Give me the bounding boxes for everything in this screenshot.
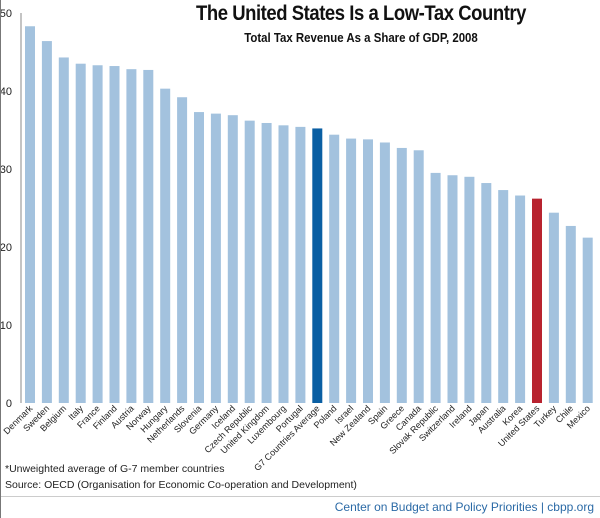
bar-chart: 01020304050DenmarkSwedenBelgiumItalyFran…	[1, 8, 593, 470]
bar-ireland	[464, 176, 475, 403]
bar-spain	[379, 142, 390, 404]
source-note: Source: OECD (Organisation for Economic …	[5, 479, 357, 491]
bar-denmark	[25, 26, 35, 403]
bar-united-states	[532, 198, 542, 403]
bar-korea	[515, 195, 526, 403]
bar-australia	[498, 190, 509, 403]
y-tick-label: 40	[1, 86, 12, 98]
bar-greece	[396, 147, 407, 403]
y-tick-label: 50	[1, 8, 12, 20]
bar-japan	[481, 183, 492, 403]
bar-france	[92, 65, 103, 403]
bar-chile	[565, 225, 576, 403]
bar-israel	[346, 138, 357, 403]
bar-hungary	[160, 88, 171, 403]
y-tick-label: 20	[1, 242, 12, 254]
chart-title: The United States Is a Low-Tax Country	[196, 2, 526, 25]
bar-united-kingdom	[261, 122, 272, 403]
credit-line: Center on Budget and Policy Priorities |…	[334, 500, 594, 514]
bar-netherlands	[177, 97, 188, 404]
y-tick-label: 0	[6, 398, 12, 410]
bar-italy	[75, 63, 86, 403]
bar-turkey	[548, 212, 559, 403]
chart-subtitle: Total Tax Revenue As a Share of GDP, 200…	[244, 30, 478, 45]
bar-czech-republic	[244, 120, 255, 403]
bar-finland	[109, 66, 120, 403]
bar-poland	[329, 134, 340, 403]
bar-switzerland	[447, 175, 458, 403]
footnote: *Unweighted average of G-7 member countr…	[5, 463, 225, 475]
bar-new-zealand	[363, 139, 373, 404]
footer-divider	[1, 496, 600, 497]
bar-austria	[126, 69, 137, 403]
bar-luxembourg	[278, 125, 289, 403]
bar-sweden	[41, 41, 52, 403]
bar-iceland	[227, 115, 238, 404]
y-tick-label: 30	[1, 164, 12, 176]
bar-germany	[210, 113, 221, 404]
bar-canada	[413, 150, 424, 403]
bar-g7-countries-average	[312, 128, 323, 403]
bar-mexico	[582, 237, 593, 403]
bar-portugal	[295, 126, 306, 403]
bar-slovak-republic	[430, 172, 441, 403]
y-tick-label: 10	[1, 320, 12, 332]
bar-norway	[143, 69, 154, 403]
bar-slovenia	[194, 112, 204, 403]
bar-belgium	[58, 57, 69, 404]
